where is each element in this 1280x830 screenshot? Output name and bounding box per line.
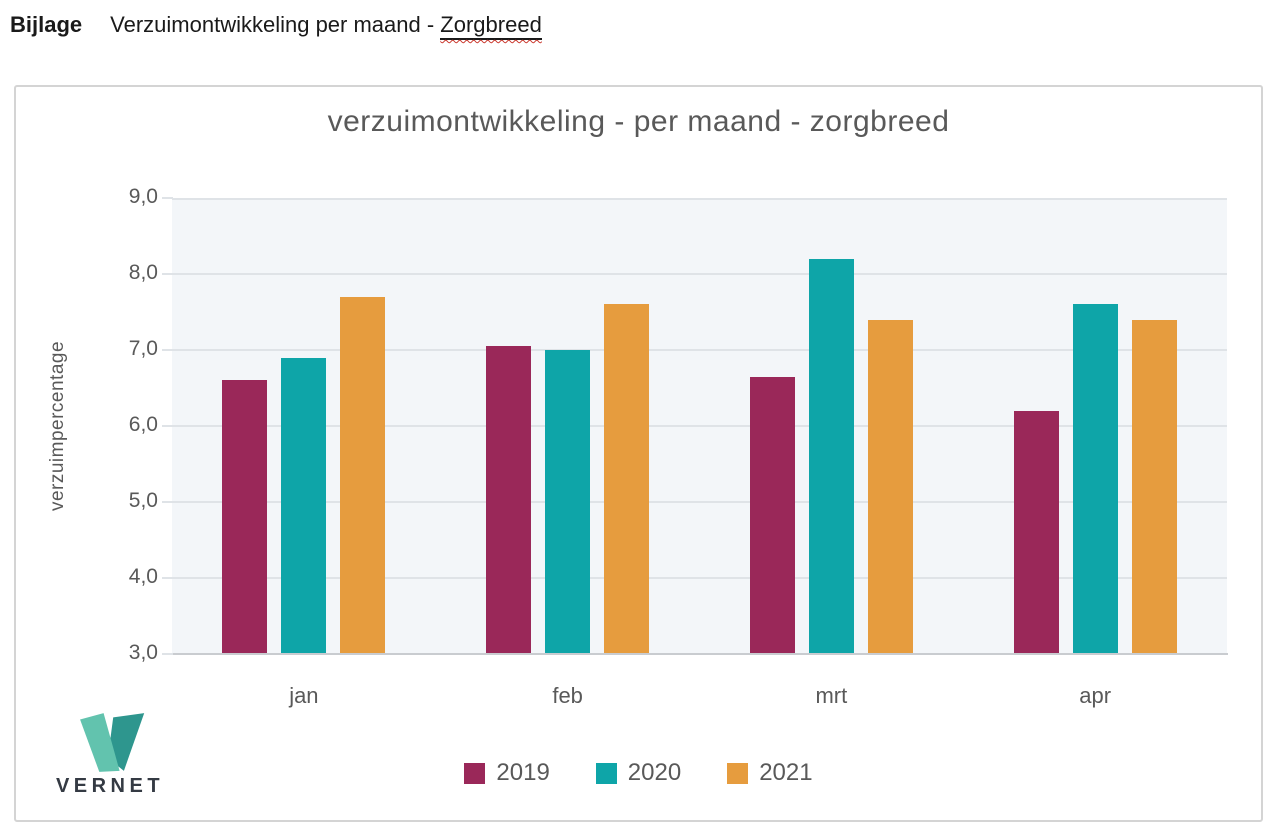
plot-area bbox=[172, 198, 1227, 654]
legend-item-2019: 2019 bbox=[464, 759, 550, 787]
legend-label-2021: 2021 bbox=[759, 759, 813, 786]
chart-title: verzuimontwikkeling - per maand - zorgbr… bbox=[327, 105, 950, 138]
header-title-underlined: Zorgbreed bbox=[440, 12, 542, 40]
bar-mrt-2019 bbox=[749, 376, 795, 654]
gridline-6 bbox=[172, 425, 1227, 427]
y-tick-label: 6,0 bbox=[128, 413, 158, 436]
y-tick-label: 5,0 bbox=[128, 489, 158, 512]
x-tick-label-mrt: mrt bbox=[815, 683, 848, 708]
legend-item-2021: 2021 bbox=[727, 759, 813, 787]
y-axis-title: verzuimpercentage bbox=[47, 340, 68, 512]
gridline-5 bbox=[172, 501, 1227, 503]
y-axis-title-wrap: verzuimpercentage bbox=[40, 198, 76, 654]
bar-mrt-2020 bbox=[808, 258, 854, 654]
y-tick-mark bbox=[162, 501, 173, 503]
vernet-v-icon bbox=[80, 713, 145, 772]
x-tick-label-jan: jan bbox=[289, 683, 319, 708]
legend-swatch-2021 bbox=[727, 762, 749, 784]
gridline-8 bbox=[172, 273, 1227, 275]
legend-label-2019: 2019 bbox=[496, 759, 550, 786]
y-tick-label: 4,0 bbox=[128, 565, 158, 588]
y-tick-label: 3,0 bbox=[128, 641, 158, 664]
header-title: Verzuimontwikkeling per maand - bbox=[110, 12, 441, 37]
bar-feb-2020 bbox=[545, 350, 591, 654]
bar-apr-2021 bbox=[1131, 319, 1177, 654]
bar-mrt-2021 bbox=[867, 319, 913, 654]
legend-label-2020: 2020 bbox=[627, 759, 682, 786]
bar-jan-2020 bbox=[281, 357, 327, 654]
bar-jan-2021 bbox=[340, 296, 386, 654]
y-tick-label: 8,0 bbox=[128, 261, 158, 284]
bar-feb-2021 bbox=[604, 304, 650, 654]
bar-apr-2019 bbox=[1013, 410, 1059, 654]
x-tick-label-feb: feb bbox=[552, 683, 583, 708]
legend-swatch-2020 bbox=[595, 762, 617, 784]
y-tick-mark bbox=[162, 653, 173, 655]
y-tick-mark bbox=[162, 197, 173, 199]
y-tick-mark bbox=[162, 577, 173, 579]
gridline-4 bbox=[172, 577, 1227, 579]
vernet-wordmark: VERNET bbox=[55, 775, 165, 797]
x-axis-line bbox=[162, 653, 1228, 655]
legend-item-2020: 2020 bbox=[595, 759, 682, 787]
gridline-9 bbox=[172, 198, 1227, 200]
gridline-7 bbox=[172, 349, 1227, 351]
header-label: Bijlage bbox=[10, 12, 83, 37]
bar-feb-2019 bbox=[486, 346, 532, 654]
bar-apr-2020 bbox=[1072, 304, 1118, 654]
y-tick-label: 7,0 bbox=[128, 337, 158, 360]
chart-legend: 2019 2020 2021 bbox=[16, 759, 1261, 787]
vernet-logo: VERNET bbox=[30, 709, 190, 814]
legend-swatch-2019 bbox=[464, 762, 486, 784]
page-header: Bijlage Verzuimontwikkeling per maand - Z… bbox=[10, 12, 542, 40]
y-tick-label: 9,0 bbox=[128, 185, 158, 208]
bar-jan-2019 bbox=[222, 380, 268, 654]
x-tick-label-apr: apr bbox=[1079, 683, 1112, 708]
y-tick-mark bbox=[162, 425, 173, 427]
chart-panel: verzuimontwikkeling - per maand - zorgbr… bbox=[14, 85, 1263, 822]
y-tick-mark bbox=[162, 349, 173, 351]
y-tick-mark bbox=[162, 273, 173, 275]
